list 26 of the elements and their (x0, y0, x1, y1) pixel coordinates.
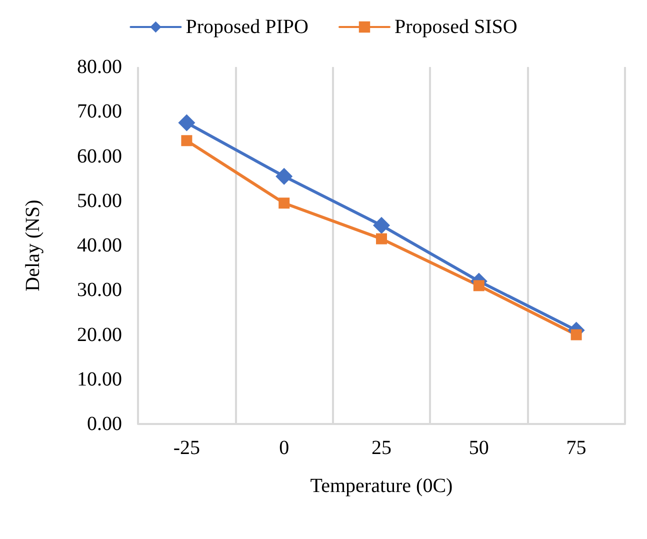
point (181, 135, 192, 146)
point (278, 198, 290, 209)
point (276, 168, 293, 185)
legend-label: Proposed SISO (394, 16, 518, 38)
point (570, 329, 582, 340)
y-tick-label: 20.00 (77, 324, 122, 346)
y-tick-label: 80.00 (77, 56, 122, 78)
legend-label: Proposed PIPO (186, 16, 309, 38)
y-axis-title: Delay (NS) (22, 200, 44, 292)
y-tick-label: 50.00 (77, 190, 122, 212)
x-tick-label: 25 (372, 437, 392, 459)
point (178, 114, 196, 132)
point (376, 233, 387, 244)
x-tick-label: 50 (468, 437, 489, 459)
x-tick-label: -25 (173, 437, 200, 459)
y-tick-label: 0.00 (87, 413, 122, 435)
y-tick-label: 40.00 (77, 234, 122, 256)
y-tick-label: 70.00 (77, 100, 122, 123)
y-tick-label: 30.00 (77, 279, 122, 302)
x-tick-label: 75 (566, 437, 586, 459)
x-axis-title: Temperature (0C) (310, 475, 453, 497)
point (473, 280, 484, 292)
point (373, 216, 390, 234)
x-tick-label: 0 (279, 437, 290, 459)
y-tick-label: 10.00 (77, 368, 122, 390)
y-tick-label: 60.00 (77, 145, 122, 168)
